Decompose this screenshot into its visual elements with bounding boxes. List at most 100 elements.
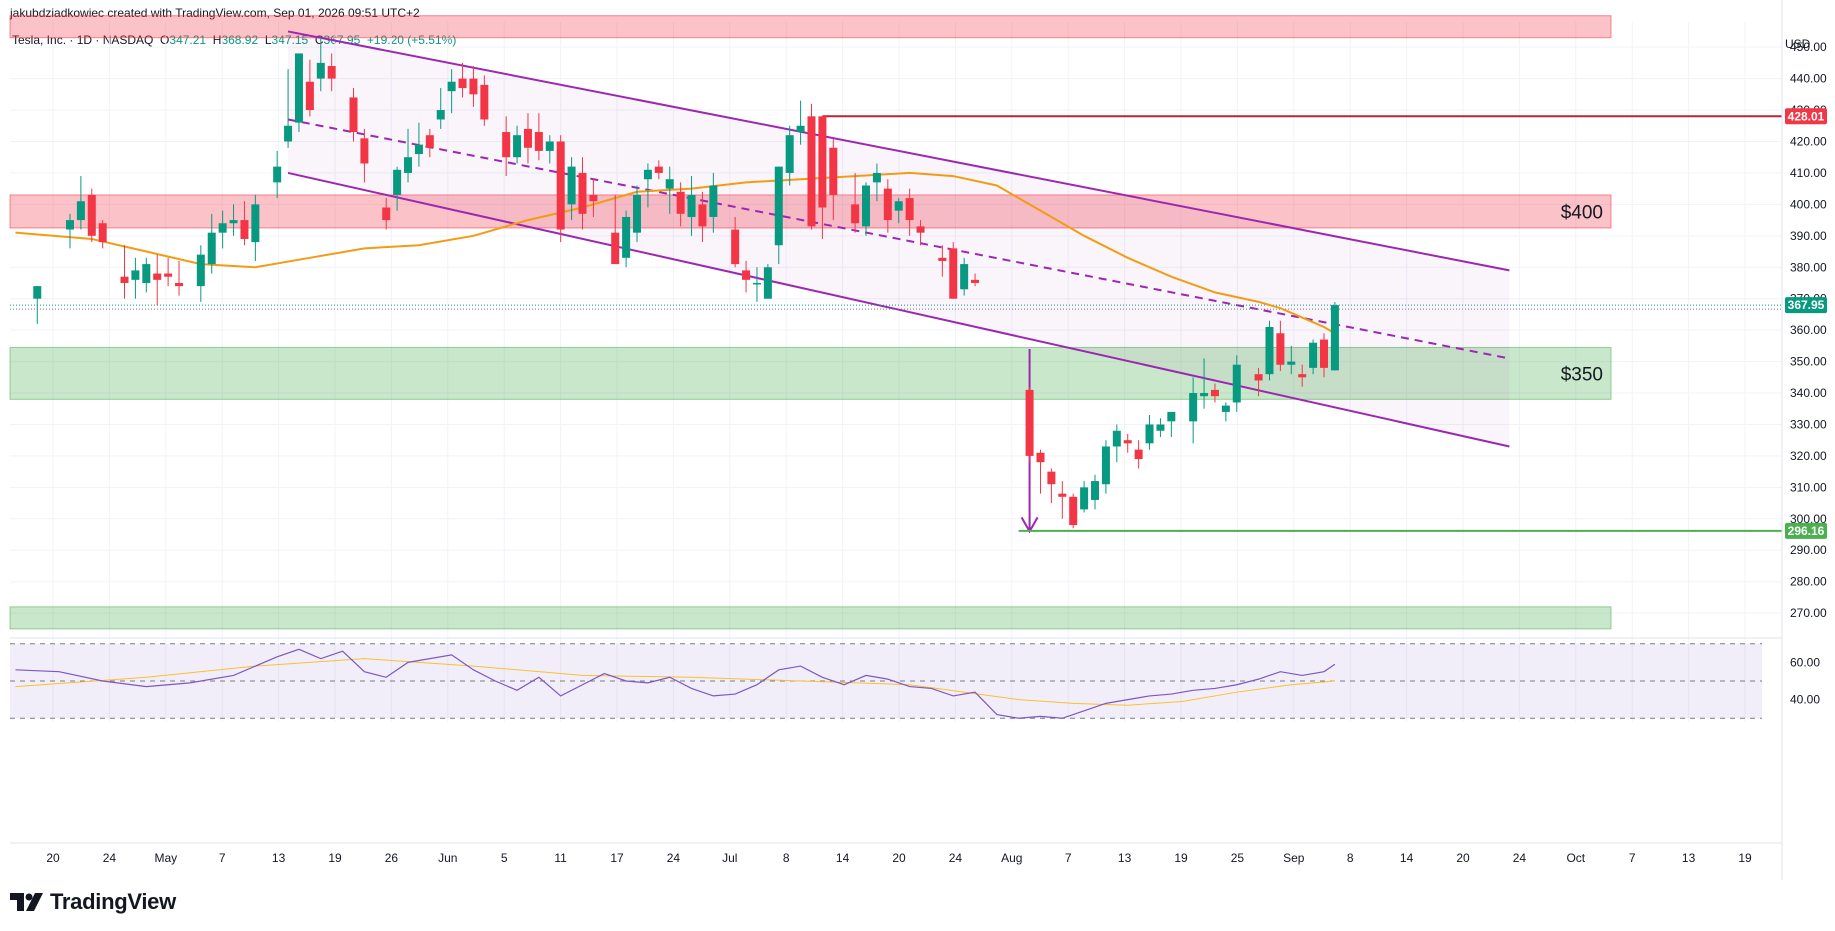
candle-body xyxy=(87,194,96,236)
y-tick-label: 380.00 xyxy=(1790,260,1827,274)
candle-body xyxy=(862,185,871,227)
x-tick-label: 19 xyxy=(1738,851,1752,865)
y-tick-label: 390.00 xyxy=(1790,229,1827,243)
y-tick-label: 270.00 xyxy=(1790,606,1827,620)
candle-body xyxy=(1265,327,1274,375)
candle-body xyxy=(905,198,914,221)
price-label-text: 367.95 xyxy=(1788,298,1825,312)
candle-body xyxy=(251,204,260,243)
candle-body xyxy=(829,147,838,195)
candle-body xyxy=(458,78,467,89)
candle-body xyxy=(175,282,184,287)
candle-body xyxy=(949,248,958,299)
candle-body xyxy=(774,166,783,246)
candle-body xyxy=(872,172,881,183)
y-tick-label: 320.00 xyxy=(1790,449,1827,463)
channel-upper-line xyxy=(287,30,1510,272)
y-tick-label: 410.00 xyxy=(1790,166,1827,180)
candle-body xyxy=(404,157,413,173)
y-tick-label: 310.00 xyxy=(1790,480,1827,494)
candle-body xyxy=(785,135,794,173)
candle-body xyxy=(98,223,107,243)
candle-body xyxy=(273,166,282,183)
y-tick-label: 290.00 xyxy=(1790,543,1827,557)
x-tick-label: 8 xyxy=(1347,851,1354,865)
candle-body xyxy=(807,116,816,227)
price-label-box xyxy=(1785,297,1827,314)
candle-body xyxy=(1156,424,1165,431)
rsi-pane: 40.00 60.00 xyxy=(10,643,1820,719)
candle-body xyxy=(687,194,696,217)
candle-body xyxy=(742,270,751,280)
candle-body xyxy=(1232,364,1241,403)
candle-body xyxy=(1047,471,1056,485)
x-tick-label: 11 xyxy=(554,851,567,865)
candle-body xyxy=(971,279,980,283)
candle-body xyxy=(1210,389,1219,397)
candle-body xyxy=(1145,424,1154,444)
y-tick-label: 300.00 xyxy=(1790,512,1827,526)
close-label: C xyxy=(315,33,324,47)
x-tick-label: 8 xyxy=(783,851,790,865)
candle-body xyxy=(534,132,543,151)
candle-body xyxy=(382,207,391,221)
x-tick-label: 14 xyxy=(836,851,850,865)
price-chart[interactable]: $400 $350 40.00 60.00 270.00 280.00 290.00 30… xyxy=(0,0,1835,880)
candle-body xyxy=(567,166,576,205)
candle-body xyxy=(1167,411,1176,422)
candle-body xyxy=(665,179,674,189)
x-tick-label: 14 xyxy=(1400,851,1414,865)
levels xyxy=(10,115,1782,532)
rsi-line xyxy=(15,648,1336,719)
candle-body xyxy=(1254,374,1263,381)
rsi-tick-label: 40.00 xyxy=(1790,693,1820,707)
low-label: L xyxy=(264,33,272,47)
x-tick-label: Aug xyxy=(1001,851,1022,865)
candle-body xyxy=(654,166,663,173)
candles xyxy=(33,37,1339,529)
candle-body xyxy=(305,81,314,111)
candle-body xyxy=(1036,452,1045,463)
ma-line xyxy=(15,171,1336,335)
candle-body xyxy=(1287,361,1296,365)
candle-body xyxy=(763,267,772,299)
y-tick-label: 400.00 xyxy=(1790,197,1827,211)
candle-body xyxy=(229,220,238,224)
x-tick-label: 7 xyxy=(219,851,226,865)
candle-body xyxy=(1330,305,1339,371)
y-tick-label: 330.00 xyxy=(1790,417,1827,431)
x-tick-label: Jul xyxy=(722,851,737,865)
candle-body xyxy=(1123,440,1132,444)
candle-body xyxy=(698,204,707,227)
candle-body xyxy=(545,141,554,151)
candle-body xyxy=(916,226,925,233)
candle-body xyxy=(349,97,358,133)
price-label-box xyxy=(1785,108,1827,125)
candle-body xyxy=(960,264,969,290)
candle-body xyxy=(556,141,565,230)
candle-body xyxy=(1320,339,1329,368)
candle-body xyxy=(360,138,369,164)
candle-body xyxy=(523,128,532,148)
candle-body xyxy=(218,223,227,233)
candle-body xyxy=(393,169,402,195)
candle-body xyxy=(633,194,642,233)
candle-body xyxy=(1134,449,1143,460)
price-label-box xyxy=(1785,522,1827,539)
high-value: 368.92 xyxy=(221,33,259,47)
candle-body xyxy=(938,257,947,261)
candle-body xyxy=(676,191,685,214)
candle-body xyxy=(284,125,293,142)
candle-body xyxy=(1025,389,1034,456)
candle-body xyxy=(513,135,522,158)
price-label-text: 428.01 xyxy=(1788,109,1825,123)
rsi-tick-label: 60.00 xyxy=(1790,655,1820,669)
candle-body xyxy=(643,169,652,180)
candle-body xyxy=(709,185,718,217)
zone-label: $350 xyxy=(1561,364,1603,385)
x-tick-label: 19 xyxy=(328,851,342,865)
channel xyxy=(287,30,1510,534)
x-tick-label: Oct xyxy=(1566,851,1585,865)
tradingview-logo[interactable]: TradingView xyxy=(10,889,176,915)
candle-body xyxy=(153,273,162,280)
